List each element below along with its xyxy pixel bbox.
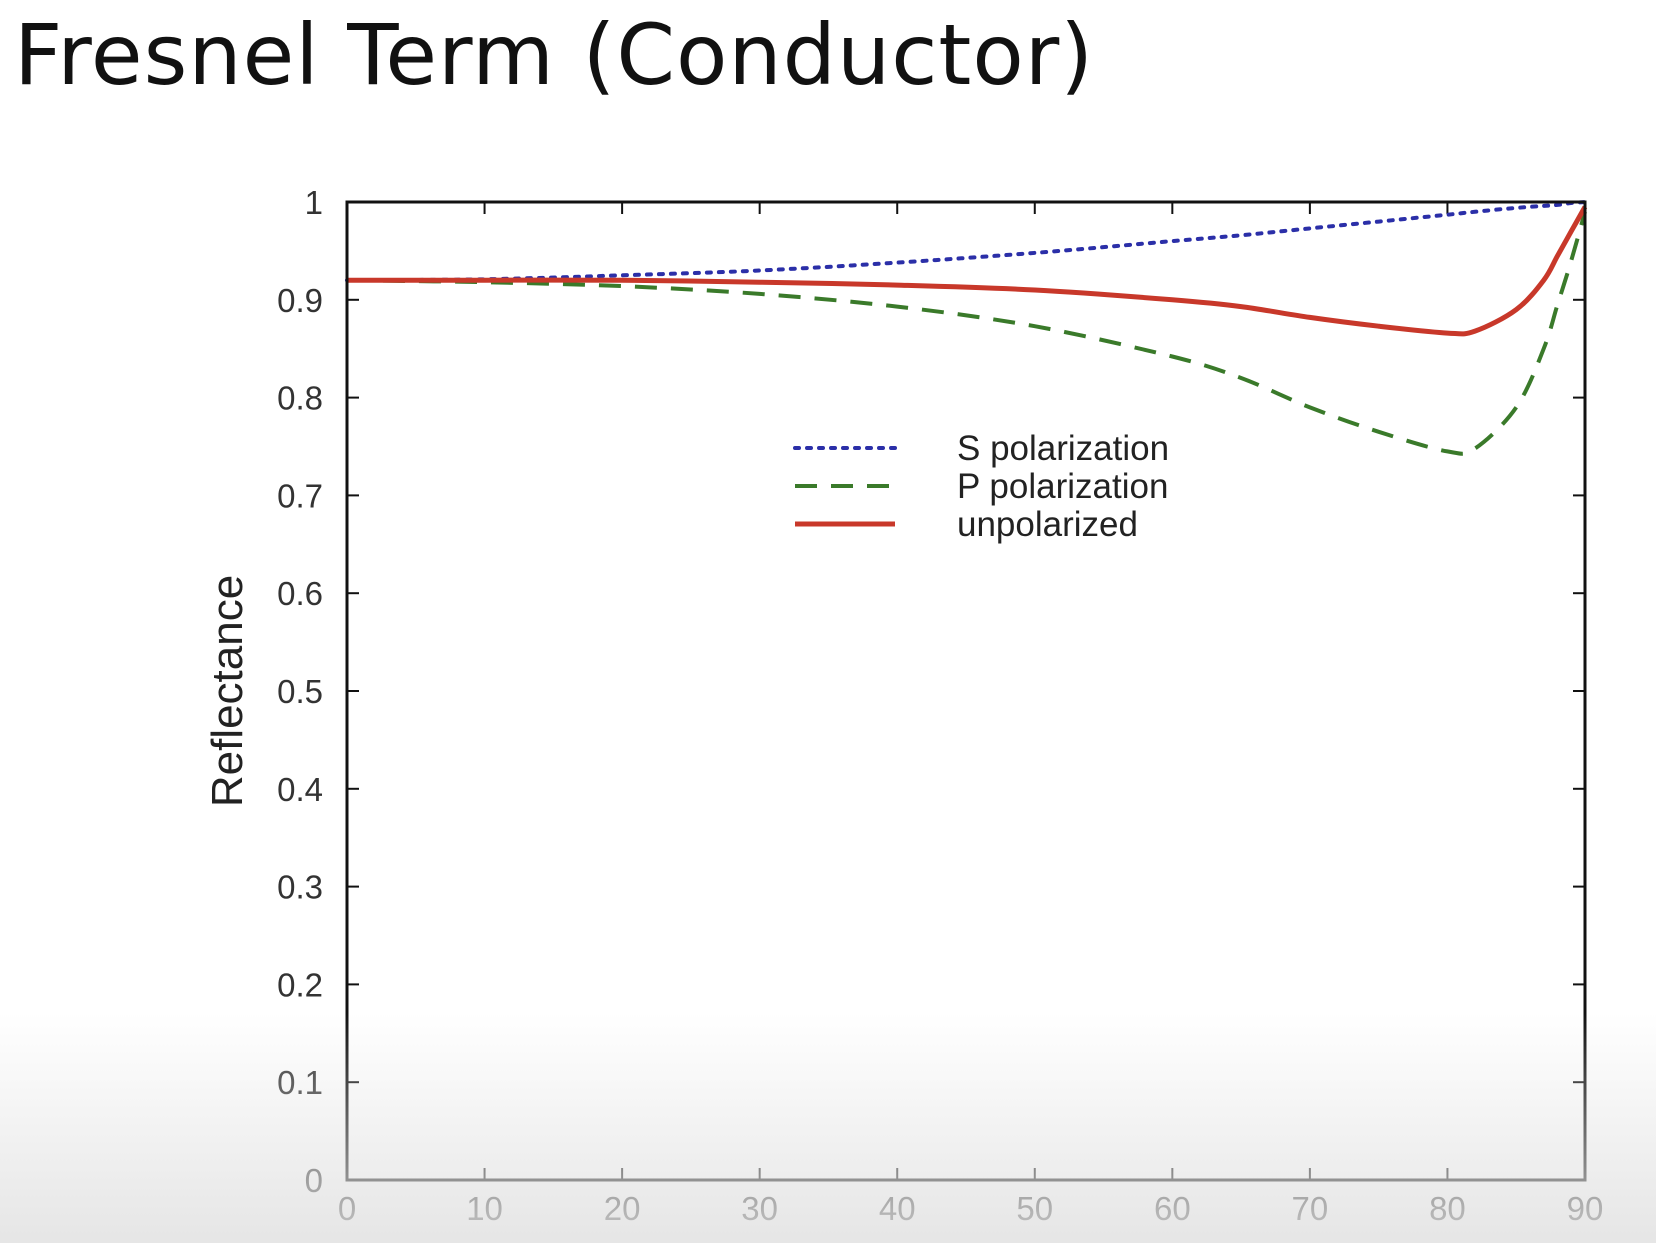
series-line-unpolarized [347, 205, 1588, 337]
y-tick-label: 0.7 [277, 477, 323, 514]
x-axis-ticks: 0 10 20 30 40 50 60 70 80 90 [338, 202, 1604, 1227]
legend-label: unpolarized [957, 505, 1138, 544]
y-tick-label: 0.6 [277, 575, 323, 612]
plot-frame [345, 200, 1587, 1182]
y-tick-label: 0 [305, 1162, 323, 1199]
x-tick-label: 90 [1567, 1190, 1604, 1227]
y-tick-label: 0.3 [277, 869, 323, 906]
y-tick-label: 0.1 [277, 1064, 323, 1101]
series-line-p-polarization [346, 211, 1587, 456]
series-lines [345, 200, 1588, 456]
y-tick-label: 0.2 [277, 966, 323, 1003]
y-tick-label: 0.8 [277, 380, 323, 417]
x-tick-label: 40 [879, 1190, 916, 1227]
x-tick-label: 10 [466, 1190, 503, 1227]
y-axis-label: Reflectance [203, 575, 252, 807]
legend-label: P polarization [957, 467, 1168, 506]
y-tick-label: 0.4 [277, 771, 323, 808]
slide-title: Fresnel Term (Conductor) [14, 6, 1095, 104]
x-tick-label: 70 [1292, 1190, 1329, 1227]
x-tick-label: 0 [338, 1190, 356, 1227]
x-tick-label: 80 [1429, 1190, 1466, 1227]
y-tick-label: 0.5 [277, 673, 323, 710]
y-tick-label: 0.9 [277, 282, 323, 319]
legend-label: S polarization [957, 429, 1169, 468]
x-tick-label: 30 [741, 1190, 778, 1227]
x-tick-label: 50 [1016, 1190, 1053, 1227]
series-line-s-polarization [345, 200, 1587, 283]
x-tick-label: 20 [604, 1190, 641, 1227]
y-axis-ticks: 0 0.1 0.2 0.3 0.4 0.5 0.6 0.7 0.8 0.9 1 [277, 184, 1585, 1199]
x-tick-label: 60 [1154, 1190, 1191, 1227]
y-tick-label: 1 [305, 184, 323, 221]
